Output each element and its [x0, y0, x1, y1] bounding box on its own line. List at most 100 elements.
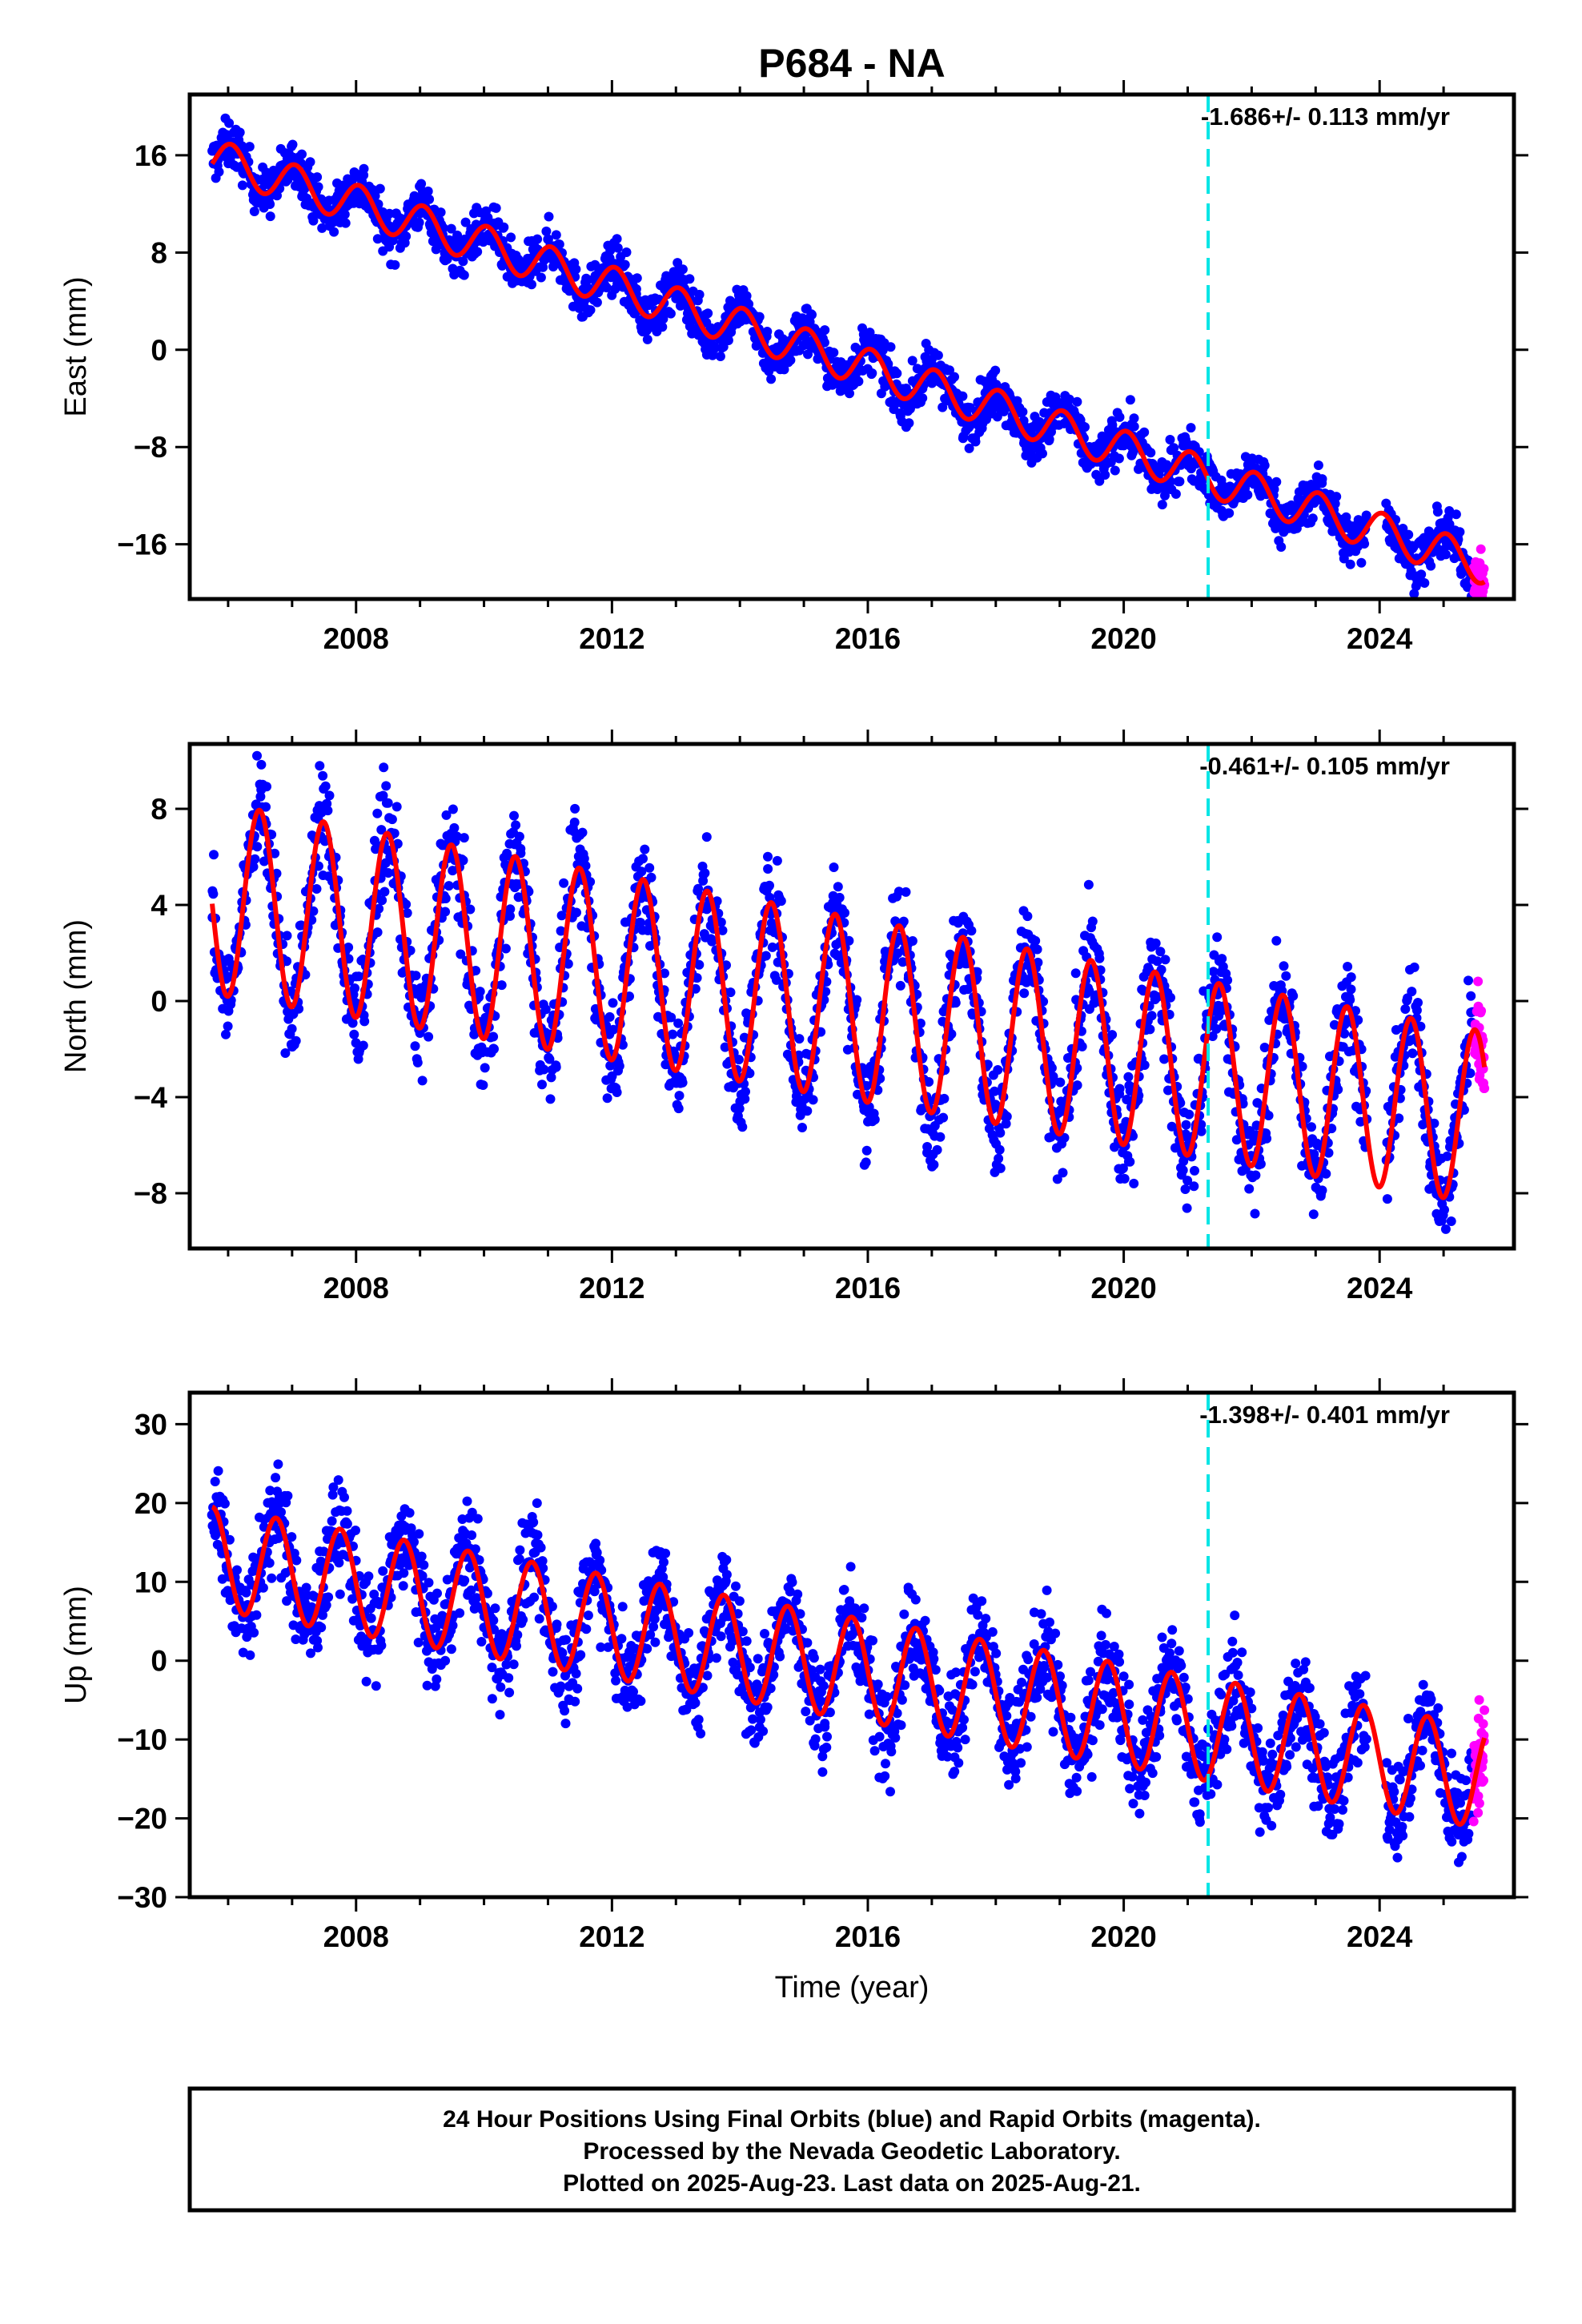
final-orbit-point — [1094, 953, 1105, 963]
final-orbit-point — [417, 1076, 428, 1086]
final-orbit-point — [1464, 975, 1473, 986]
final-orbit-point — [241, 1587, 251, 1598]
final-orbit-point — [351, 1526, 360, 1535]
final-orbit-point — [264, 1558, 275, 1568]
final-orbit-point — [478, 1080, 488, 1090]
final-orbit-point — [601, 283, 612, 293]
final-orbit-point — [1251, 1170, 1261, 1180]
final-orbit-point — [1110, 465, 1120, 476]
final-orbit-point — [472, 247, 483, 257]
final-orbit-point — [617, 1039, 628, 1050]
final-orbit-point — [765, 880, 774, 891]
y-tick-label: 0 — [151, 985, 167, 1018]
final-orbit-point — [259, 856, 269, 866]
final-orbit-point — [853, 1089, 862, 1100]
final-orbit-point — [703, 308, 713, 319]
final-orbit-point — [224, 118, 235, 128]
rapid-orbit-point — [1479, 564, 1489, 574]
final-orbit-point — [1032, 944, 1042, 955]
final-orbit-point — [685, 274, 695, 284]
y-tick-label: −20 — [117, 1803, 167, 1835]
final-orbit-point — [1440, 549, 1451, 560]
final-orbit-point — [990, 365, 1001, 376]
y-tick-label: −10 — [117, 1723, 167, 1756]
final-orbit-point — [404, 1508, 415, 1518]
y-tick-label: −16 — [117, 529, 167, 561]
final-orbit-point — [970, 436, 981, 447]
final-orbit-point — [1255, 1159, 1266, 1169]
final-orbit-point — [820, 325, 830, 336]
final-orbit-point — [763, 851, 773, 862]
final-orbit-point — [938, 1112, 949, 1123]
final-orbit-point — [924, 1077, 934, 1087]
final-orbit-point — [1166, 992, 1175, 1003]
final-orbit-point — [333, 1475, 343, 1486]
final-orbit-point — [232, 1565, 242, 1575]
final-orbit-point — [907, 356, 917, 366]
final-orbit-point — [1250, 1208, 1260, 1219]
final-orbit-point — [907, 936, 917, 946]
final-orbit-point — [1345, 995, 1355, 1005]
final-orbit-point — [1114, 412, 1125, 422]
final-orbit-point — [491, 203, 501, 213]
final-orbit-point — [1019, 988, 1030, 999]
final-orbit-point — [1186, 423, 1196, 433]
final-orbit-point — [808, 1095, 818, 1105]
final-orbit-point — [720, 1042, 730, 1052]
final-orbit-point — [570, 803, 580, 814]
final-orbit-point — [994, 1144, 1005, 1155]
final-orbit-point — [262, 782, 271, 792]
final-orbit-point — [1446, 1216, 1456, 1226]
final-orbit-point — [252, 842, 263, 852]
final-orbit-point — [1308, 1209, 1319, 1220]
final-orbit-point — [1259, 1043, 1270, 1052]
final-orbit-point — [690, 983, 701, 994]
final-orbit-point — [1413, 998, 1423, 1007]
final-orbit-point — [349, 1029, 359, 1039]
final-orbit-point — [700, 868, 710, 879]
y-tick-label: 10 — [135, 1566, 167, 1598]
final-orbit-point — [1271, 935, 1282, 946]
final-orbit-point — [745, 1068, 755, 1079]
final-orbit-point — [917, 393, 928, 404]
final-orbit-point — [449, 822, 460, 833]
final-orbit-point — [387, 814, 397, 825]
final-orbit-point — [797, 1123, 807, 1132]
final-orbit-point — [291, 1555, 302, 1566]
final-orbit-point — [221, 1029, 231, 1039]
final-orbit-point — [1224, 508, 1235, 518]
final-orbit-point — [763, 864, 773, 874]
final-orbit-point — [1125, 395, 1135, 405]
final-orbit-point — [734, 1104, 745, 1114]
final-orbit-point — [632, 273, 642, 283]
final-orbit-point — [1231, 1135, 1242, 1145]
final-orbit-point — [1146, 448, 1156, 458]
final-orbit-point — [465, 904, 476, 915]
final-orbit-point — [556, 926, 566, 936]
final-orbit-point — [1055, 1077, 1066, 1088]
final-orbit-point — [1070, 968, 1081, 979]
final-orbit-point — [563, 959, 573, 969]
final-orbit-point — [604, 1011, 615, 1022]
final-orbit-point — [379, 887, 390, 897]
final-orbit-point — [794, 1034, 805, 1044]
final-orbit-point — [210, 1477, 220, 1486]
final-orbit-point — [1180, 1184, 1191, 1194]
final-orbit-point — [432, 1674, 442, 1684]
final-orbit-point — [1072, 1080, 1082, 1091]
final-orbit-point — [1279, 961, 1289, 971]
final-orbit-point — [709, 341, 720, 352]
final-orbit-point — [398, 1581, 408, 1591]
final-orbit-point — [1155, 947, 1166, 957]
y-tick-label: 0 — [151, 334, 167, 367]
final-orbit-point — [802, 1106, 813, 1116]
final-orbit-point — [935, 1132, 946, 1142]
final-orbit-point — [1119, 1173, 1130, 1184]
final-orbit-point — [605, 1060, 616, 1071]
final-orbit-point — [536, 272, 546, 283]
final-orbit-point — [950, 372, 959, 382]
final-orbit-point — [411, 971, 421, 981]
